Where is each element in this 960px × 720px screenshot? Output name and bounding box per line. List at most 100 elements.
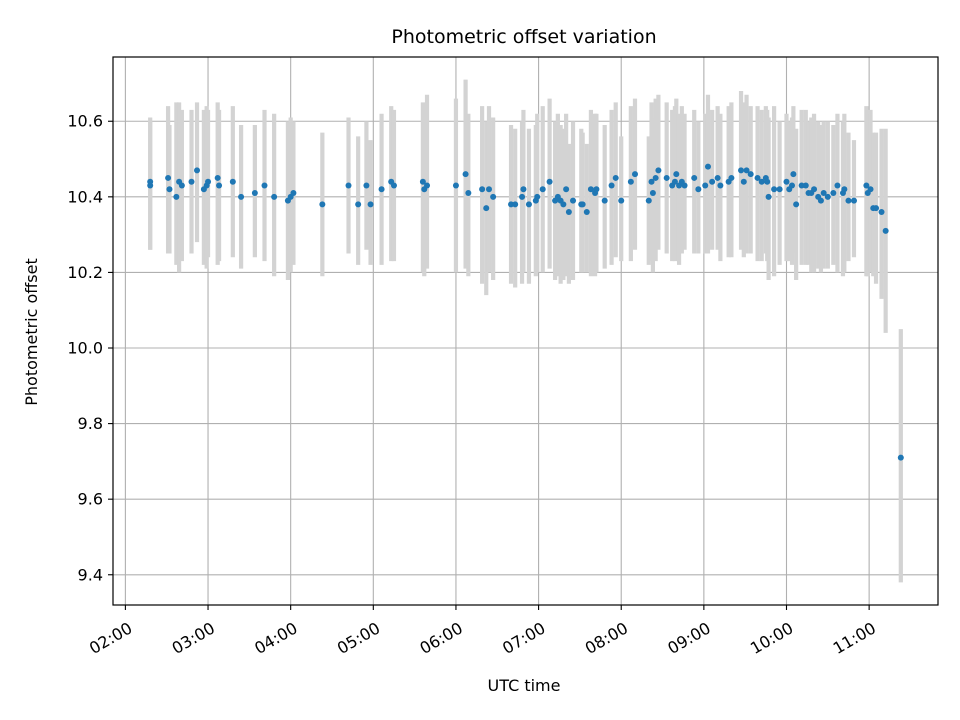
data-point	[671, 178, 678, 185]
data-point	[483, 205, 490, 212]
data-point	[319, 201, 326, 208]
data-point	[593, 186, 600, 193]
data-point	[178, 182, 185, 189]
data-point	[424, 182, 431, 189]
data-point	[817, 197, 824, 204]
data-point	[452, 182, 459, 189]
data-point	[743, 167, 750, 174]
x-axis-title: UTC time	[488, 676, 561, 695]
data-point	[601, 197, 608, 204]
data-point	[793, 201, 800, 208]
data-point	[570, 197, 577, 204]
data-point	[508, 201, 515, 208]
data-point	[834, 182, 841, 189]
y-tick-label: 10.2	[67, 263, 103, 282]
data-point	[802, 182, 809, 189]
data-point	[655, 167, 662, 174]
data-point	[648, 178, 655, 185]
data-point	[811, 186, 818, 193]
data-point	[830, 190, 837, 197]
data-point	[214, 174, 221, 181]
data-point	[583, 208, 590, 215]
data-point	[261, 182, 268, 189]
data-point	[419, 178, 426, 185]
data-point	[560, 201, 567, 208]
data-point	[695, 186, 702, 193]
data-point	[525, 201, 532, 208]
data-point	[824, 193, 831, 200]
data-point	[205, 178, 212, 185]
data-point	[363, 182, 370, 189]
data-point	[355, 201, 362, 208]
data-point	[390, 182, 397, 189]
data-point	[702, 182, 709, 189]
y-tick-label: 10.0	[67, 339, 103, 358]
data-point	[798, 182, 805, 189]
data-point	[290, 190, 297, 197]
data-point	[652, 174, 659, 181]
data-point	[216, 182, 223, 189]
data-point	[345, 182, 352, 189]
data-point	[681, 182, 688, 189]
data-point	[820, 190, 827, 197]
y-tick-label: 10.4	[67, 187, 103, 206]
data-point	[479, 186, 486, 193]
data-point	[147, 178, 154, 185]
data-point	[673, 171, 680, 178]
data-point	[539, 186, 546, 193]
data-point	[565, 208, 572, 215]
data-point	[608, 182, 615, 189]
data-point	[882, 227, 889, 234]
data-point	[738, 167, 745, 174]
data-point	[863, 182, 870, 189]
data-point	[709, 178, 716, 185]
data-point	[378, 186, 385, 193]
data-point	[645, 197, 652, 204]
data-point	[771, 186, 778, 193]
y-tick-label: 9.6	[78, 490, 103, 509]
data-point	[194, 167, 201, 174]
y-axis-title: Photometric offset	[22, 258, 41, 406]
data-point	[765, 193, 772, 200]
data-point	[747, 171, 754, 178]
data-point	[512, 201, 519, 208]
data-point	[740, 178, 747, 185]
data-point	[612, 174, 619, 181]
data-point	[579, 201, 586, 208]
data-point	[878, 208, 885, 215]
data-point	[714, 174, 721, 181]
data-point	[271, 193, 278, 200]
y-tick-label: 9.4	[78, 565, 103, 584]
data-point	[465, 190, 472, 197]
data-point	[173, 193, 180, 200]
data-point	[618, 197, 625, 204]
data-point	[717, 182, 724, 189]
y-axis-ticks: 9.4 9.6 9.8 10.0 10.2 10.4 10.6	[67, 112, 113, 584]
data-point	[490, 193, 497, 200]
data-point	[520, 186, 527, 193]
data-point	[897, 454, 904, 461]
data-point	[563, 186, 570, 193]
data-point	[845, 197, 852, 204]
data-point	[790, 171, 797, 178]
plot-area-frame	[112, 56, 939, 606]
data-point	[764, 178, 771, 185]
data-point	[631, 171, 638, 178]
data-point	[867, 186, 874, 193]
data-point	[704, 163, 711, 170]
data-point	[789, 182, 796, 189]
data-point	[486, 186, 493, 193]
data-point	[850, 197, 857, 204]
data-point	[367, 201, 374, 208]
data-point	[841, 186, 848, 193]
data-point	[188, 178, 195, 185]
data-point	[873, 205, 880, 212]
data-point	[663, 174, 670, 181]
data-point	[462, 171, 469, 178]
y-tick-label: 10.6	[67, 112, 103, 131]
data-point	[758, 178, 765, 185]
data-point	[165, 174, 172, 181]
y-tick-label: 9.8	[78, 414, 103, 433]
data-point	[251, 190, 258, 197]
